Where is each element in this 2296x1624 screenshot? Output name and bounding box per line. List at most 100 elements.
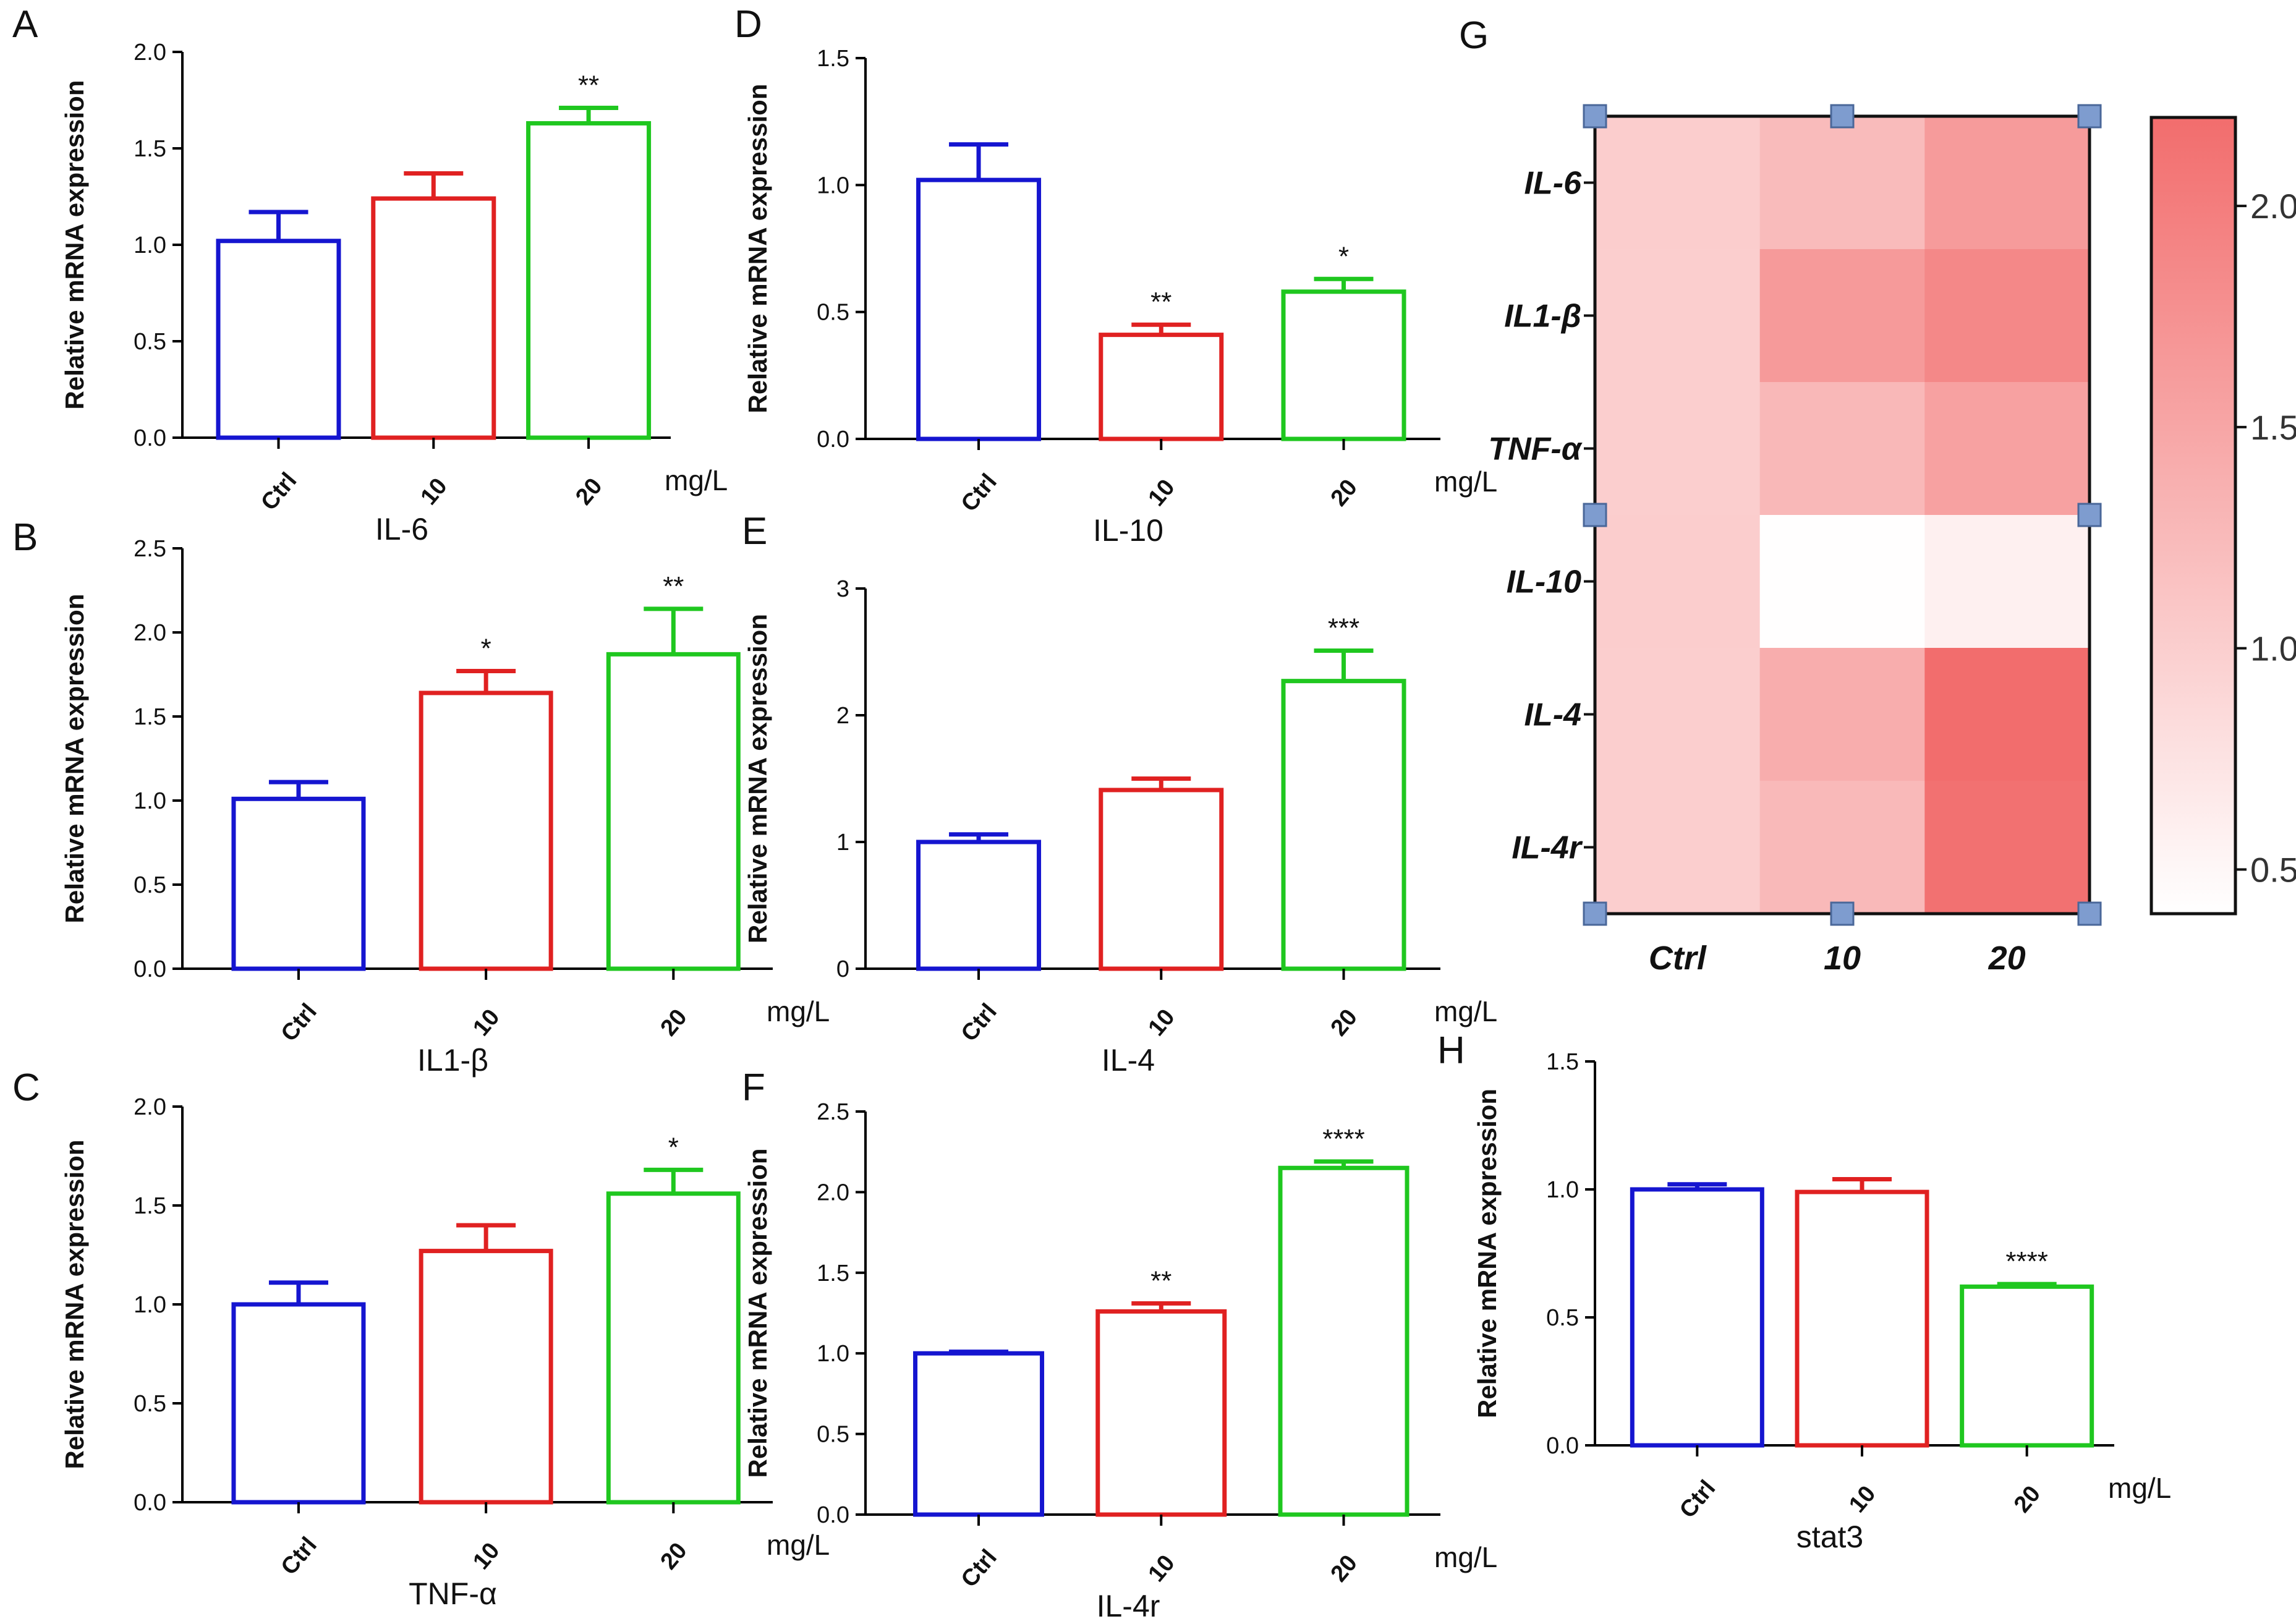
heatmap-cell-IL-10-20	[1924, 515, 2090, 648]
y-tick-label-C: 0.0	[134, 1490, 166, 1516]
heatmap-cell-IL-6-20	[1924, 116, 2090, 250]
heatmap-cell-IL1-β-10	[1759, 249, 1925, 383]
y-tick-label-D: 0.5	[817, 300, 849, 326]
panel-label-D: D	[734, 3, 762, 46]
colorbar-tick-label: 1.5	[2250, 408, 2296, 447]
x-tick-label-C: 10	[468, 1538, 504, 1575]
selection-handle	[1583, 901, 1607, 926]
heatmap-column-label: 20	[1988, 940, 2026, 977]
significance-B-20: **	[663, 571, 684, 602]
x-tick-label-H: 10	[1844, 1481, 1881, 1518]
significance-D-20: *	[1338, 241, 1349, 271]
panel-label-C: C	[12, 1066, 40, 1109]
heatmap-cell-IL-4-Ctrl	[1595, 648, 1761, 781]
bar-B-10	[419, 691, 553, 971]
bar-B-Ctrl	[231, 796, 366, 971]
y-tick-label-B: 1.5	[134, 704, 166, 730]
heatmap-cell-IL-4r-Ctrl	[1595, 781, 1761, 914]
x-tick-label-B: 10	[468, 1005, 504, 1041]
x-tick-label-C: Ctrl	[276, 1533, 322, 1580]
heatmap-cell-IL-4-10	[1759, 648, 1925, 781]
bar-F-10	[1095, 1309, 1227, 1517]
bar-H-10	[1795, 1189, 1929, 1448]
y-tick-label-D: 1.0	[817, 172, 849, 198]
heatmap-cell-IL-6-10	[1759, 116, 1925, 250]
bar-A-10	[371, 196, 496, 440]
chart-title-E: IL-4	[1102, 1043, 1155, 1078]
y-tick-label-D: 1.5	[817, 46, 849, 72]
y-axis-label-H: Relative mRNA expression	[1473, 1089, 1502, 1418]
unit-label-F: mg/L	[1434, 1541, 1497, 1573]
bar-B-20	[606, 652, 741, 971]
selection-handle	[1583, 104, 1607, 129]
unit-label-B: mg/L	[767, 995, 830, 1027]
x-tick-label-F: Ctrl	[956, 1545, 1002, 1592]
bar-C-Ctrl	[231, 1302, 366, 1505]
y-tick-label-D: 0.0	[817, 427, 849, 453]
x-tick-label-E: 20	[1326, 1005, 1363, 1041]
y-tick-label-H: 0.5	[1546, 1305, 1579, 1331]
bar-H-20	[1960, 1284, 2094, 1448]
bar-C-20	[606, 1191, 741, 1505]
heatmap-cell-TNF-α-20	[1924, 382, 2090, 516]
bar-D-10	[1099, 333, 1224, 441]
panel-label-F: F	[742, 1066, 765, 1109]
bar-D-Ctrl	[916, 177, 1042, 441]
y-tick-label-F: 1.5	[817, 1261, 849, 1286]
panel-C: C 0.0 0.5 1.0 1.5 2.0 Relative mRNA expression…	[12, 1066, 830, 1611]
heatmap-cell-IL-4r-20	[1924, 781, 2090, 914]
bar-E-20	[1281, 679, 1406, 971]
y-tick-label-B: 2.0	[134, 620, 166, 646]
y-tick-label-F: 0.5	[817, 1422, 849, 1448]
heatmap-cell-IL-10-10	[1759, 515, 1925, 648]
significance-B-10: *	[481, 634, 491, 664]
bar-E-10	[1099, 788, 1224, 971]
bar-A-Ctrl	[216, 239, 341, 440]
panel-A: A 0.0 0.5 1.0 1.5 2.0 Relative mRNA expression…	[12, 3, 728, 546]
unit-label-C: mg/L	[767, 1529, 830, 1561]
y-tick-label-F: 0.0	[817, 1502, 849, 1528]
heatmap-cell-TNF-α-Ctrl	[1595, 382, 1761, 516]
heatmap-row-label: IL-4r	[1512, 830, 1583, 866]
y-tick-label-E: 2	[836, 703, 849, 729]
x-tick-label-B: Ctrl	[276, 999, 322, 1047]
significance-E-20: ***	[1328, 613, 1359, 643]
chart-title-D: IL-10	[1093, 513, 1163, 548]
heatmap-row-label: IL-4	[1524, 697, 1582, 733]
unit-label-H: mg/L	[2108, 1472, 2171, 1504]
y-tick-label-A: 0.5	[134, 329, 166, 355]
y-axis-label-B: Relative mRNA expression	[60, 594, 89, 924]
bar-H-Ctrl	[1630, 1187, 1764, 1448]
y-axis-label-A: Relative mRNA expression	[60, 80, 89, 410]
panel-F: F 0.0 0.5 1.0 1.5 2.0 2.5 Relative mRNA express…	[742, 1066, 1497, 1623]
heatmap-row-label: IL-6	[1524, 166, 1583, 202]
significance-C-20: *	[668, 1132, 679, 1162]
significance-D-10: **	[1150, 287, 1171, 317]
unit-label-E: mg/L	[1434, 995, 1497, 1027]
heatmap-cell-IL-6-Ctrl	[1595, 116, 1761, 250]
panel-B: B 0.0 0.5 1.0 1.5 2.0 2.5 Relative mRNA express…	[12, 516, 830, 1078]
y-tick-label-C: 2.0	[134, 1094, 166, 1120]
selection-handle	[1830, 104, 1855, 129]
y-tick-label-F: 1.0	[817, 1341, 849, 1367]
significance-F-10: **	[1150, 1265, 1171, 1296]
colorbar	[2149, 116, 2237, 916]
panel-H: H 0.0 0.5 1.0 1.5 Relative mRNA expression Ctr…	[1437, 1029, 2171, 1554]
chart-title-B: IL1-β	[417, 1043, 488, 1078]
x-tick-label-H: Ctrl	[1675, 1476, 1720, 1523]
y-tick-label-A: 2.0	[134, 40, 166, 66]
panel-label-A: A	[12, 3, 38, 46]
chart-title-C: TNF-α	[409, 1576, 497, 1611]
x-tick-label-E: Ctrl	[956, 999, 1002, 1047]
x-tick-label-A: 20	[571, 474, 607, 510]
y-tick-label-H: 1.0	[1546, 1177, 1579, 1203]
heatmap-row-label: IL-10	[1507, 564, 1581, 600]
bar-D-20	[1281, 289, 1406, 441]
heatmap-row-label: IL1-β	[1504, 299, 1581, 334]
y-axis-label-E: Relative mRNA expression	[743, 614, 772, 943]
y-tick-label-A: 1.0	[134, 232, 166, 258]
x-tick-label-E: 10	[1143, 1005, 1180, 1041]
heatmap-column-label: 10	[1824, 940, 1861, 977]
y-tick-label-H: 1.5	[1546, 1049, 1579, 1075]
